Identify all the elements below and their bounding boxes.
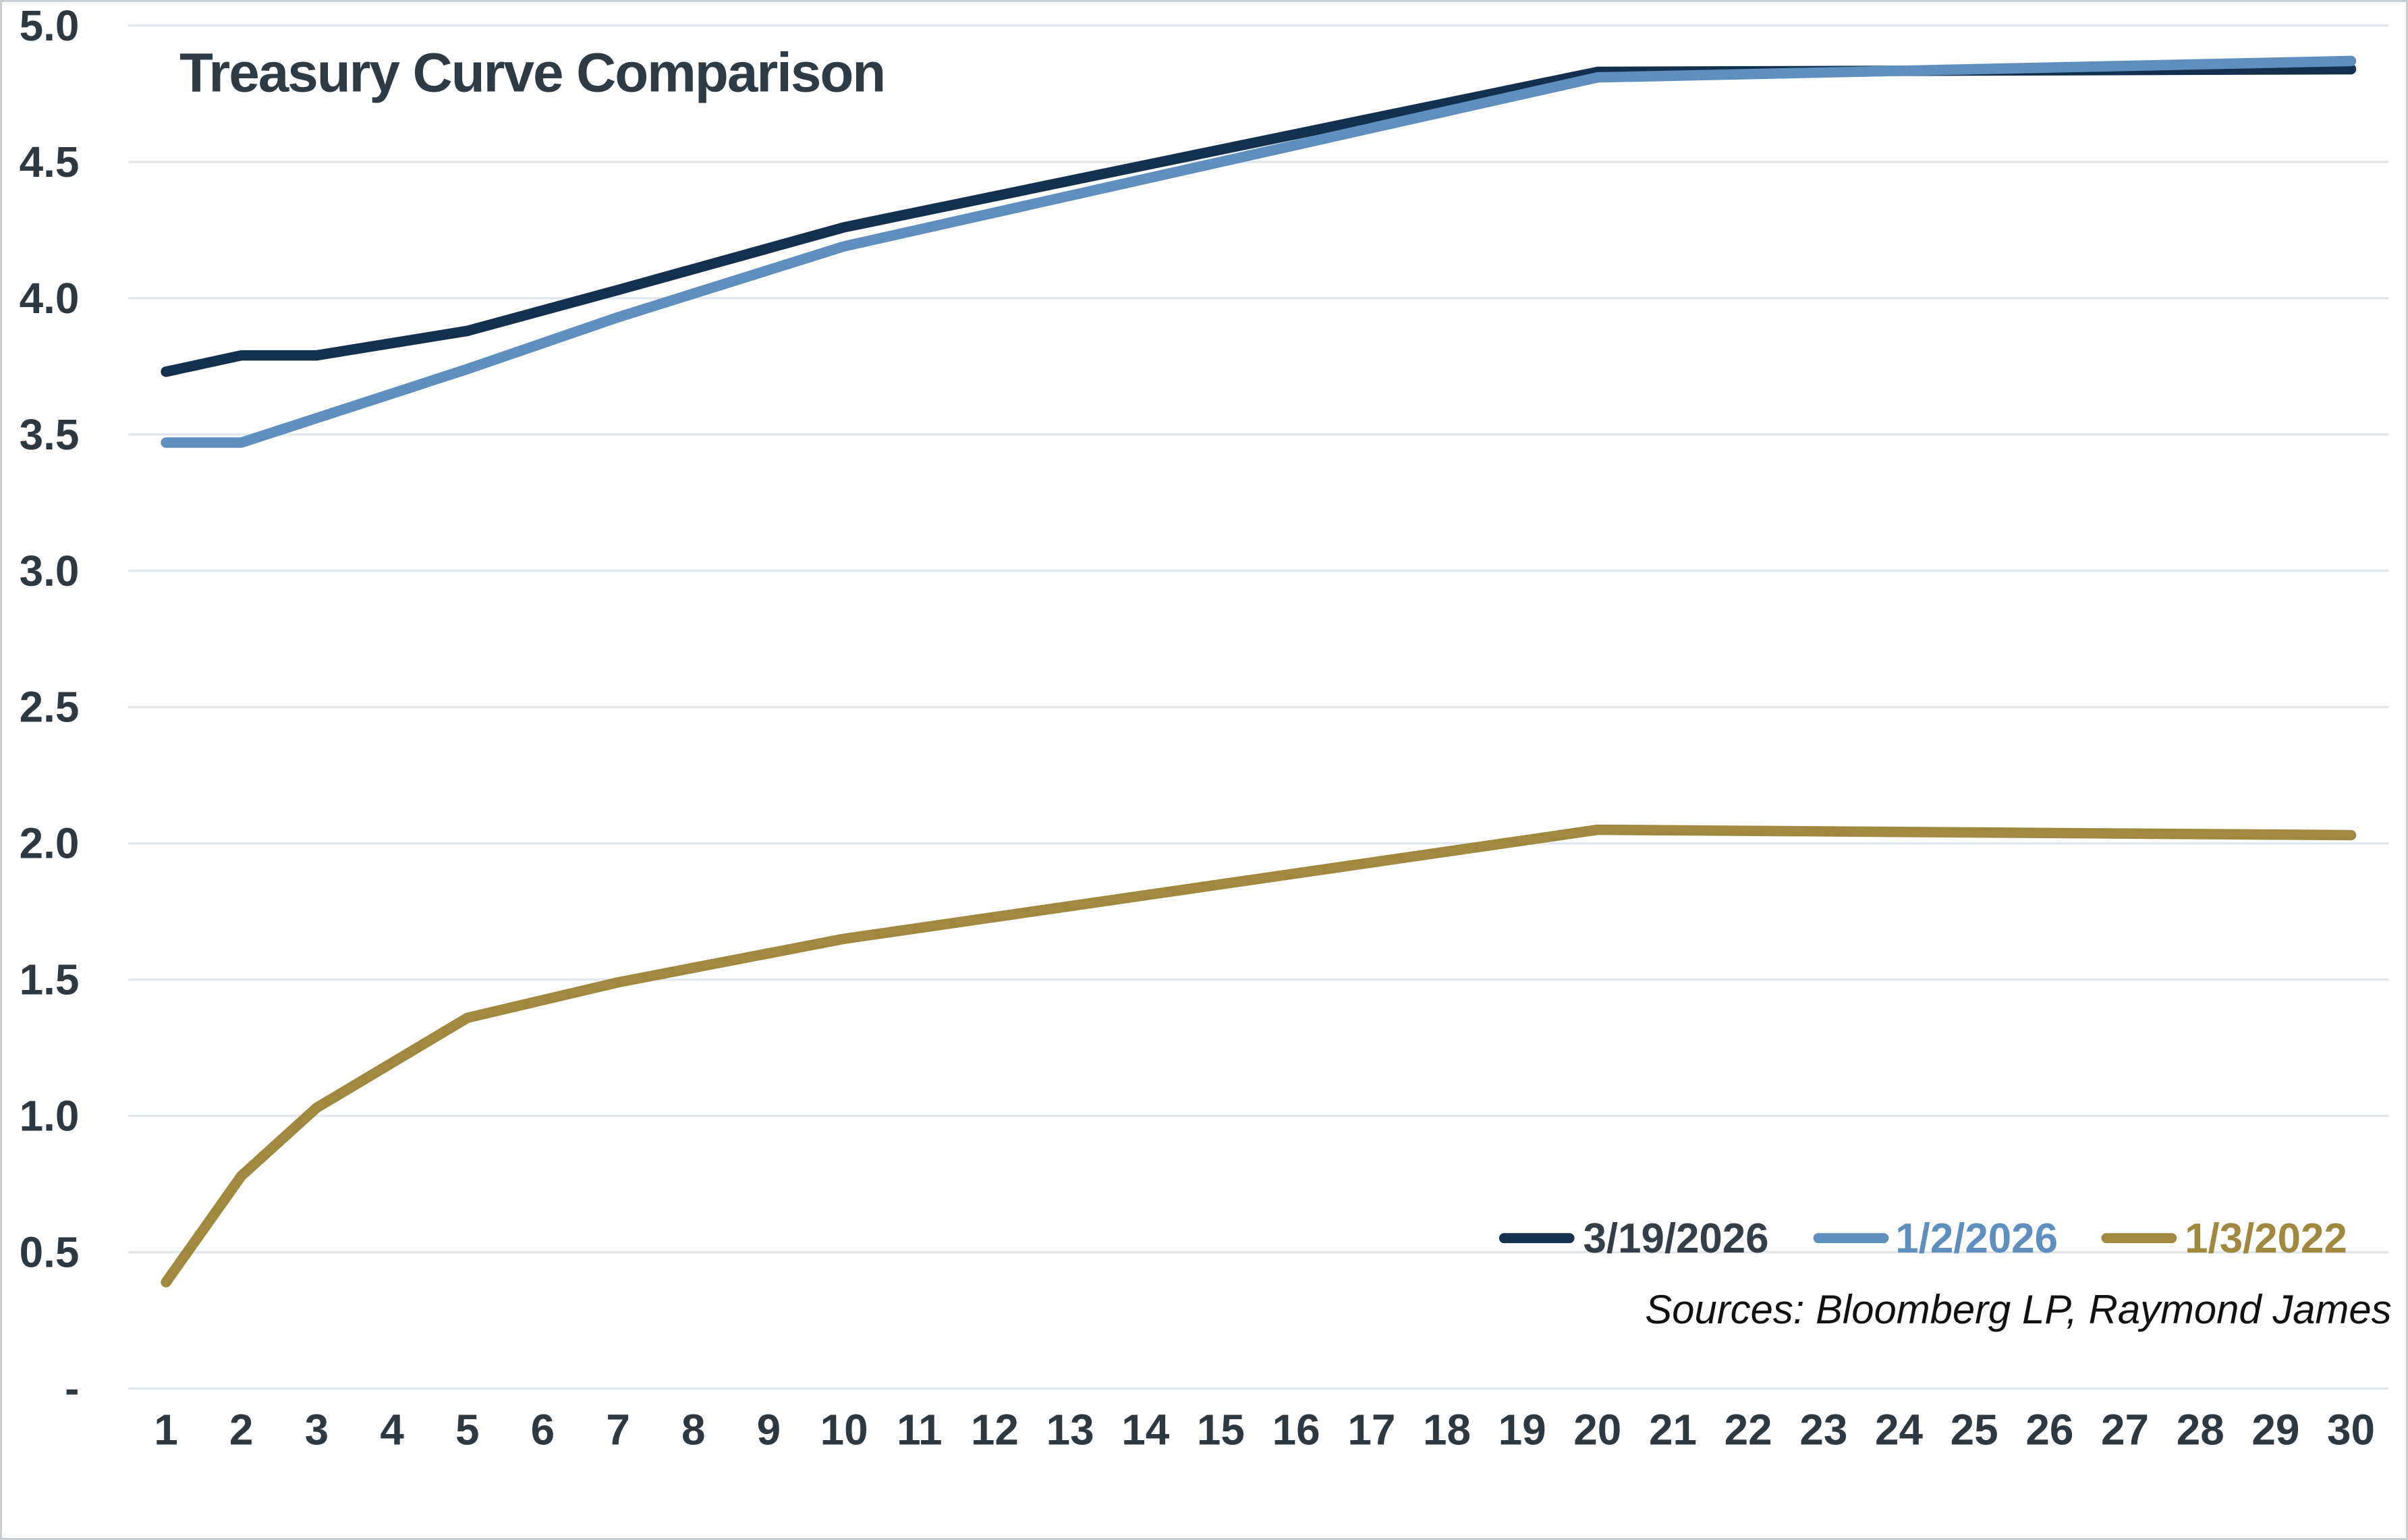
legend-item: 3/19/2026 — [1499, 1215, 1769, 1262]
x-axis-tick-label: 26 — [2025, 1405, 2073, 1454]
legend-label-1-3-2022: 1/3/2022 — [2185, 1215, 2347, 1262]
x-axis-tick-label: 14 — [1121, 1405, 1169, 1454]
x-axis-tick-label: 6 — [531, 1405, 555, 1454]
x-axis-tick-label: 15 — [1197, 1405, 1245, 1454]
x-axis-tick-label: 13 — [1046, 1405, 1094, 1454]
x-axis-tick-label: 3 — [305, 1405, 329, 1454]
x-axis-tick-label: 16 — [1272, 1405, 1320, 1454]
x-axis-tick-label: 2 — [229, 1405, 254, 1454]
x-axis-tick-label: 19 — [1499, 1405, 1546, 1454]
y-axis-tick-label: 2.0 — [20, 819, 80, 868]
y-axis-tick-label: 2.5 — [20, 683, 80, 732]
x-axis-tick-label: 4 — [380, 1405, 404, 1454]
legend-swatch-1-2-2026 — [1813, 1233, 1889, 1244]
y-axis-labels: 5.0 4.5 4.0 3.5 3.0 2.5 2.0 1.5 1.0 0.5 - — [20, 2, 80, 1413]
legend-swatch-1-3-2022 — [2101, 1233, 2177, 1244]
x-axis-labels: 1 2 3 4 5 6 7 8 9 10 11 12 13 14 15 16 17 18 19 20 21 22 23 24 2… — [154, 1405, 2375, 1454]
y-axis-tick-label: 0.5 — [20, 1228, 80, 1277]
series-lines — [161, 55, 2357, 1288]
x-axis-tick-label: 12 — [971, 1405, 1019, 1454]
y-axis-tick-label: 1.5 — [20, 956, 80, 1004]
x-axis-tick-label: 8 — [681, 1405, 705, 1454]
y-axis-tick-label: 5.0 — [20, 2, 80, 50]
gridlines — [128, 24, 2389, 1390]
x-axis-tick-label: 28 — [2177, 1405, 2224, 1454]
legend-label-3-19-2026: 3/19/2026 — [1584, 1215, 1769, 1262]
y-axis-tick-label: 4.0 — [20, 274, 80, 323]
legend-swatch-3-19-2026 — [1499, 1233, 1575, 1244]
x-axis-tick-label: 29 — [2251, 1405, 2299, 1454]
legend: 3/19/2026 1/2/2026 1/3/2022 — [1499, 1215, 2347, 1262]
x-axis-tick-label: 7 — [606, 1405, 629, 1454]
chart-title: Treasury Curve Comparison — [179, 43, 885, 104]
x-axis-tick-label: 17 — [1347, 1405, 1395, 1454]
y-axis-tick-label: 3.0 — [20, 547, 80, 595]
y-axis-tick-label: - — [65, 1365, 79, 1413]
source-note: Sources: Bloomberg LP, Raymond James — [1645, 1287, 2391, 1332]
x-axis-tick-label: 22 — [1725, 1405, 1772, 1454]
legend-item: 1/3/2022 — [2101, 1215, 2347, 1262]
legend-item: 1/2/2026 — [1813, 1215, 2058, 1262]
series-line-1-2-2026 — [161, 55, 2357, 448]
x-axis-tick-label: 21 — [1649, 1405, 1697, 1454]
x-axis-tick-label: 10 — [820, 1405, 868, 1454]
x-axis-tick-label: 5 — [455, 1405, 480, 1454]
x-axis-tick-label: 30 — [2327, 1405, 2375, 1454]
x-axis-tick-label: 1 — [154, 1405, 177, 1454]
x-axis-tick-label: 18 — [1423, 1405, 1471, 1454]
series-line-3-19-2026 — [161, 63, 2357, 377]
x-axis-tick-label: 9 — [757, 1405, 781, 1454]
y-axis-tick-label: 4.5 — [20, 138, 80, 186]
x-axis-tick-label: 11 — [897, 1405, 942, 1454]
x-axis-tick-label: 24 — [1875, 1405, 1923, 1454]
x-axis-tick-label: 27 — [2101, 1405, 2149, 1454]
y-axis-tick-label: 1.0 — [20, 1092, 80, 1140]
x-axis-tick-label: 23 — [1799, 1405, 1847, 1454]
legend-label-1-2-2026: 1/2/2026 — [1895, 1215, 2058, 1262]
x-axis-tick-label: 25 — [1951, 1405, 1998, 1454]
series-line-1-3-2022 — [161, 824, 2357, 1288]
y-axis-tick-label: 3.5 — [20, 410, 80, 459]
x-axis-tick-label: 20 — [1573, 1405, 1621, 1454]
